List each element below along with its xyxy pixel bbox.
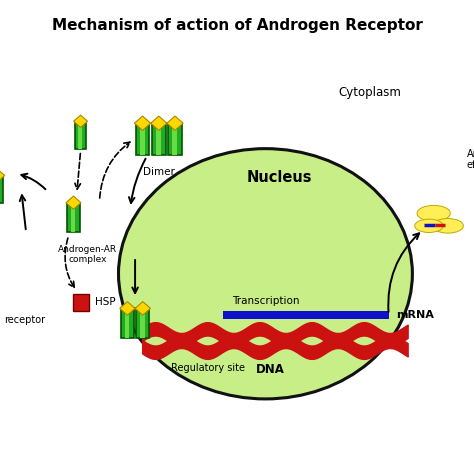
Text: HSP: HSP xyxy=(95,297,116,307)
Polygon shape xyxy=(151,116,167,130)
Text: mRNA: mRNA xyxy=(396,310,434,319)
Bar xyxy=(0,175,3,203)
Ellipse shape xyxy=(415,219,443,232)
Bar xyxy=(71,203,75,232)
Text: An
eff: An eff xyxy=(467,149,474,170)
Text: Androgen-AR
complex: Androgen-AR complex xyxy=(58,245,117,264)
Bar xyxy=(172,123,177,155)
Bar xyxy=(140,309,145,338)
Bar xyxy=(136,123,149,155)
Text: Transcription: Transcription xyxy=(232,296,299,306)
Polygon shape xyxy=(135,116,151,130)
Bar xyxy=(121,309,134,338)
Text: DNA: DNA xyxy=(256,364,285,376)
Ellipse shape xyxy=(432,219,464,233)
Polygon shape xyxy=(167,116,183,130)
Text: Regulatory site: Regulatory site xyxy=(171,364,245,374)
Bar xyxy=(125,309,129,338)
Ellipse shape xyxy=(417,205,450,221)
Text: receptor: receptor xyxy=(4,315,45,325)
Ellipse shape xyxy=(118,149,412,399)
Text: Cytoplasm: Cytoplasm xyxy=(338,86,401,99)
Bar xyxy=(73,294,89,311)
Bar xyxy=(75,121,86,149)
Bar xyxy=(67,203,80,232)
Bar xyxy=(152,123,165,155)
Bar xyxy=(78,121,82,149)
Text: Dimer: Dimer xyxy=(143,167,175,177)
Polygon shape xyxy=(73,115,88,128)
Bar xyxy=(156,123,161,155)
Polygon shape xyxy=(120,301,135,315)
Text: Nucleus: Nucleus xyxy=(247,170,312,185)
Text: Mechanism of action of Androgen Receptor: Mechanism of action of Androgen Receptor xyxy=(52,18,422,33)
Polygon shape xyxy=(135,301,150,315)
Polygon shape xyxy=(66,196,81,210)
Bar xyxy=(168,123,182,155)
Bar xyxy=(137,309,149,338)
Bar xyxy=(223,311,389,319)
Polygon shape xyxy=(0,169,5,182)
Bar xyxy=(140,123,145,155)
